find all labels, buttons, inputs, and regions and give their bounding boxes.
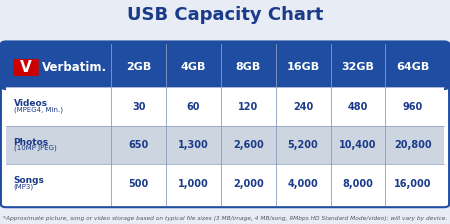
Text: (MPEG4, Min.): (MPEG4, Min.): [14, 107, 63, 113]
Text: 480: 480: [348, 102, 368, 112]
Text: 64GB: 64GB: [396, 62, 429, 72]
Text: 4,000: 4,000: [288, 179, 319, 189]
Text: Verbatim.: Verbatim.: [42, 61, 108, 74]
Text: Songs: Songs: [14, 176, 45, 185]
Text: 240: 240: [293, 102, 313, 112]
Text: 500: 500: [129, 179, 149, 189]
Text: 10,400: 10,400: [339, 140, 377, 150]
Text: 650: 650: [129, 140, 149, 150]
Text: 8GB: 8GB: [236, 62, 261, 72]
Text: V: V: [20, 60, 32, 75]
Text: 2GB: 2GB: [126, 62, 151, 72]
Text: 16GB: 16GB: [287, 62, 319, 72]
Text: USB Capacity Chart: USB Capacity Chart: [127, 6, 323, 24]
Text: Videos: Videos: [14, 99, 48, 108]
Text: 30: 30: [132, 102, 145, 112]
Text: (MP3): (MP3): [14, 183, 34, 190]
Text: *Approximate picture, song or video storage based on typical file sizes (3 MB/im: *Approximate picture, song or video stor…: [3, 216, 447, 221]
Text: 1,000: 1,000: [178, 179, 209, 189]
Text: 5,200: 5,200: [288, 140, 319, 150]
Text: 32GB: 32GB: [342, 62, 374, 72]
Text: 8,000: 8,000: [342, 179, 373, 189]
Text: 2,600: 2,600: [233, 140, 264, 150]
Text: 16,000: 16,000: [394, 179, 432, 189]
Text: 2,000: 2,000: [233, 179, 264, 189]
Text: 120: 120: [238, 102, 258, 112]
Text: 960: 960: [403, 102, 423, 112]
Text: 60: 60: [187, 102, 200, 112]
Text: Photos: Photos: [14, 138, 49, 147]
Text: 20,800: 20,800: [394, 140, 432, 150]
Text: 4GB: 4GB: [181, 62, 206, 72]
Text: 1,300: 1,300: [178, 140, 209, 150]
Text: (10MP JPEG): (10MP JPEG): [14, 145, 56, 151]
